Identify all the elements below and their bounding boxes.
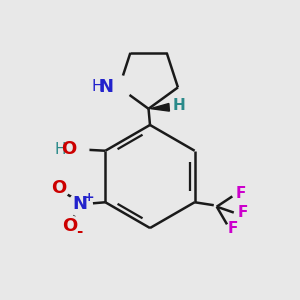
Text: -: - (76, 224, 82, 239)
Text: F: F (228, 221, 238, 236)
Text: F: F (236, 186, 246, 201)
Text: +: + (83, 191, 94, 204)
Text: O: O (51, 178, 66, 196)
Text: N: N (73, 195, 88, 213)
Text: H: H (91, 79, 103, 94)
Text: F: F (237, 205, 248, 220)
Text: H: H (54, 142, 66, 157)
Text: N: N (99, 78, 114, 96)
Text: O: O (61, 140, 76, 158)
Polygon shape (151, 103, 169, 111)
Text: H: H (173, 98, 185, 113)
Text: O: O (62, 217, 78, 235)
